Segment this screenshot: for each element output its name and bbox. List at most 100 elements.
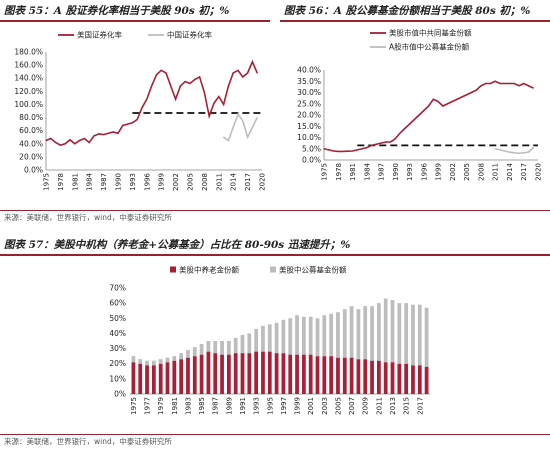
data-point bbox=[227, 85, 229, 87]
data-point bbox=[437, 100, 439, 103]
series-line-2 bbox=[223, 112, 258, 142]
x-tick-label: 2002 bbox=[449, 163, 457, 181]
bar-segment-1 bbox=[192, 356, 197, 394]
source-note-top: 来源：美联储，世界银行，wind，中泰证券研究所 bbox=[0, 210, 550, 225]
bar-segment-2 bbox=[138, 359, 143, 364]
x-tick-label: 1999 bbox=[294, 397, 302, 415]
bar-segment-1 bbox=[356, 359, 361, 394]
bar-segment-2 bbox=[179, 353, 184, 360]
chart-panel-2: 图表 56：A 股公募基金份额相当于美股 80s 初；% 0.0% 5.0% 10.… bbox=[280, 0, 550, 210]
y-tick-label: 20.0% bbox=[297, 111, 321, 120]
y-tick-label: 0.0% bbox=[302, 156, 321, 165]
data-point bbox=[409, 123, 411, 125]
data-point bbox=[323, 148, 325, 150]
x-tick-label: 1981 bbox=[171, 397, 179, 415]
y-tick-label: 35.0% bbox=[297, 77, 321, 86]
data-point bbox=[513, 82, 515, 85]
bar-segment-1 bbox=[288, 354, 293, 394]
x-tick-label: 1997 bbox=[280, 397, 288, 415]
data-point bbox=[251, 61, 253, 63]
data-point bbox=[328, 149, 330, 151]
bar-segment-2 bbox=[261, 325, 265, 352]
chart-title-2: 图表 56：A 股公募基金份额相当于美股 80s 初；% bbox=[284, 5, 531, 17]
y-tick-label: 5.0% bbox=[302, 144, 321, 153]
legend-swatch-1 bbox=[170, 266, 176, 273]
data-point bbox=[175, 98, 177, 100]
x-tick-label: 1977 bbox=[144, 397, 152, 415]
y-tick-label: 70% bbox=[109, 284, 126, 293]
line-chart-1: 0.0% 20.0% 40.0% 60.0% 80.0% 100.0% 120.0% 140.… bbox=[14, 30, 266, 191]
x-tick-label: 1993 bbox=[253, 397, 261, 415]
bar-segment-1 bbox=[404, 363, 409, 394]
data-point bbox=[485, 82, 487, 85]
x-tick-label: 1987 bbox=[100, 173, 108, 191]
y-tick-label: 40.0% bbox=[297, 66, 321, 75]
bar-segment-2 bbox=[165, 357, 170, 363]
bar-segment-1 bbox=[261, 351, 265, 394]
bar-segment-2 bbox=[288, 318, 293, 355]
x-tick-label: 2001 bbox=[307, 397, 315, 415]
data-point bbox=[499, 149, 501, 151]
bar-segment-2 bbox=[131, 356, 136, 363]
x-tick-label: 1983 bbox=[184, 397, 192, 415]
data-point bbox=[494, 148, 496, 150]
series-line-1 bbox=[323, 80, 534, 153]
data-point bbox=[227, 139, 229, 142]
data-point bbox=[218, 95, 220, 98]
chart-header-2: 图表 56：A 股公募基金份额相当于美股 80s 初；% bbox=[280, 0, 550, 22]
data-point bbox=[351, 150, 354, 152]
chart-title-3: 图表 57：美股中机构（养老金+公募基金）占比在 80-90s 迅速提升；% bbox=[4, 239, 351, 251]
bar-segment-1 bbox=[226, 354, 231, 394]
bar-segment-1 bbox=[397, 363, 402, 394]
y-tick-label: 30.0% bbox=[297, 88, 321, 97]
data-point bbox=[527, 151, 530, 153]
line-chart-2: 0.0% 5.0% 10.0% 15.0% 20.0% 25.0% 30.0% 35.0% 40… bbox=[297, 28, 542, 181]
data-point bbox=[404, 127, 406, 130]
data-point bbox=[413, 118, 415, 121]
data-point bbox=[432, 98, 434, 100]
bar-segment-2 bbox=[151, 360, 156, 366]
bar-segment-1 bbox=[254, 351, 259, 394]
data-point bbox=[447, 103, 449, 105]
data-point bbox=[179, 85, 181, 87]
x-tick-label: 2011 bbox=[375, 397, 383, 415]
data-point bbox=[508, 82, 511, 85]
x-tick-label: 2005 bbox=[463, 163, 471, 181]
data-point bbox=[480, 85, 482, 87]
bar-segment-1 bbox=[233, 353, 238, 394]
bar-segment-1 bbox=[165, 362, 170, 394]
data-point bbox=[237, 69, 239, 71]
bar-segment-1 bbox=[336, 357, 340, 394]
bar-segment-2 bbox=[186, 350, 190, 358]
bar-segment-2 bbox=[247, 333, 252, 354]
bar-segment-1 bbox=[322, 356, 327, 394]
bar-segment-1 bbox=[281, 353, 286, 394]
bar-segment-2 bbox=[267, 324, 272, 352]
x-tick-label: 1978 bbox=[335, 163, 343, 181]
x-tick-label: 2007 bbox=[348, 397, 356, 415]
data-point bbox=[513, 152, 515, 154]
x-tick-label: 1991 bbox=[239, 397, 247, 415]
bar-segment-1 bbox=[390, 362, 395, 394]
x-tick-label: 2017 bbox=[244, 173, 252, 191]
chart-panel-3: 图表 57：美股中机构（养老金+公募基金）占比在 80-90s 迅速提升；% 0… bbox=[0, 234, 550, 434]
bar-segment-1 bbox=[329, 356, 334, 394]
x-tick-label: 2013 bbox=[389, 397, 397, 415]
bar-segment-1 bbox=[349, 357, 354, 394]
bar-segment-2 bbox=[220, 341, 224, 355]
data-point bbox=[337, 150, 339, 153]
data-point bbox=[184, 80, 186, 83]
y-tick-label: 140.0% bbox=[14, 74, 43, 83]
bar-segment-1 bbox=[383, 362, 388, 394]
y-tick-label: 100.0% bbox=[14, 100, 43, 109]
series-line-1 bbox=[45, 59, 258, 146]
data-point bbox=[523, 82, 525, 85]
data-point bbox=[399, 132, 401, 134]
y-tick-label: 50% bbox=[109, 314, 126, 323]
data-point bbox=[504, 82, 506, 85]
legend-label-2: A股市值中公募基金份额 bbox=[389, 42, 470, 52]
data-point bbox=[141, 107, 143, 109]
bar-segment-2 bbox=[390, 300, 395, 363]
data-point bbox=[50, 137, 52, 140]
bar-segment-1 bbox=[308, 354, 313, 394]
